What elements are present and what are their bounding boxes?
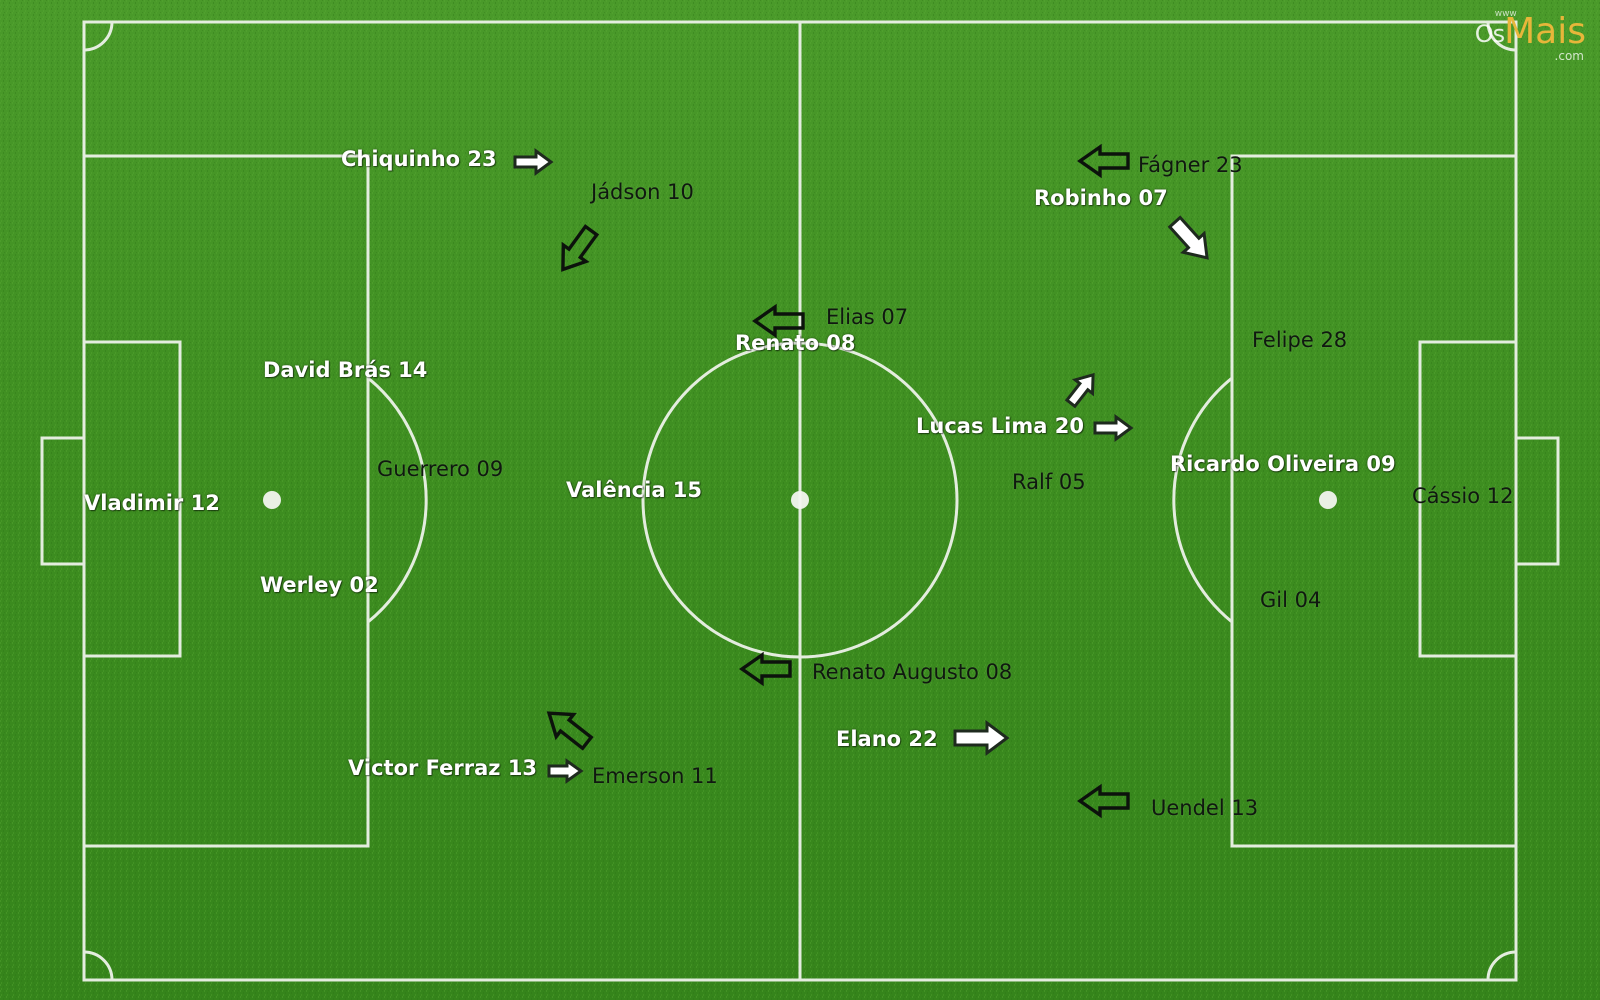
line-group xyxy=(40,20,1560,982)
player-label-ricardo-oliveira: Ricardo Oliveira 09 xyxy=(1170,452,1396,476)
player-label-jadson: Jádson 10 xyxy=(591,180,694,204)
corner-arc-bottom-left xyxy=(83,950,114,981)
left-penalty-arc xyxy=(367,376,428,624)
player-label-renato-augusto: Renato Augusto 08 xyxy=(812,660,1013,684)
arrow-jadson-run xyxy=(561,224,600,272)
arrow-uendel-run xyxy=(1077,783,1130,819)
right-penalty-arc xyxy=(1172,376,1233,624)
logo-prefix: www xyxy=(1494,9,1517,19)
player-label-vladimir: Vladimir 12 xyxy=(84,491,220,515)
arrow-lucas-lima-run xyxy=(1093,414,1134,442)
player-label-chiquinho: Chiquinho 23 xyxy=(341,147,497,171)
player-label-robinho: Robinho 07 xyxy=(1034,186,1168,210)
left-goal xyxy=(40,436,86,566)
logo-suffix: .com xyxy=(1554,49,1584,63)
player-label-guerrero: Guerrero 09 xyxy=(377,457,504,481)
arrow-victor-ferraz-run xyxy=(547,758,584,784)
arrow-robinho-run xyxy=(1167,215,1209,260)
player-label-victor-ferraz: Victor Ferraz 13 xyxy=(348,756,538,780)
arrow-elias-run xyxy=(752,303,805,339)
player-label-david-bras: David Brás 14 xyxy=(263,358,428,382)
player-label-werley: Werley 02 xyxy=(260,573,379,597)
player-label-elias: Elias 07 xyxy=(826,305,909,329)
arrow-lucas-lima-diagonal-run xyxy=(1064,372,1095,409)
corner-arc-top-right xyxy=(1486,21,1517,52)
player-label-lucas-lima: Lucas Lima 20 xyxy=(916,414,1084,438)
player-label-valencia: Valência 15 xyxy=(566,478,703,502)
arrow-elano-run xyxy=(953,720,1010,756)
right-penalty-spot xyxy=(1319,491,1337,509)
corner-arc-bottom-right xyxy=(1486,950,1517,981)
player-label-uendel: Uendel 13 xyxy=(1151,796,1259,820)
arrow-chiquinho-run xyxy=(513,148,554,176)
arrow-renato-augusto-run xyxy=(739,651,792,687)
player-label-emerson: Emerson 11 xyxy=(592,764,718,788)
left-penalty-spot xyxy=(263,491,281,509)
player-label-felipe: Felipe 28 xyxy=(1252,328,1348,352)
player-label-gil: Gil 04 xyxy=(1260,588,1322,612)
player-label-ralf: Ralf 05 xyxy=(1012,470,1086,494)
osmais-logo: www OsMais .com xyxy=(1474,9,1586,63)
right-goal xyxy=(1514,436,1560,566)
player-label-cassio: Cássio 12 xyxy=(1412,484,1514,508)
corner-arc-top-left xyxy=(83,21,114,52)
arrow-fagner-run xyxy=(1077,143,1130,179)
player-label-fagner: Fágner 23 xyxy=(1138,153,1243,177)
arrow-emerson-run xyxy=(546,711,594,751)
logo-mais: Mais xyxy=(1504,11,1586,52)
player-label-renato: Renato 08 xyxy=(735,331,856,355)
player-label-elano: Elano 22 xyxy=(836,727,938,751)
center-circle xyxy=(641,341,959,659)
logo-os: Os xyxy=(1474,20,1505,48)
center-spot xyxy=(791,491,809,509)
